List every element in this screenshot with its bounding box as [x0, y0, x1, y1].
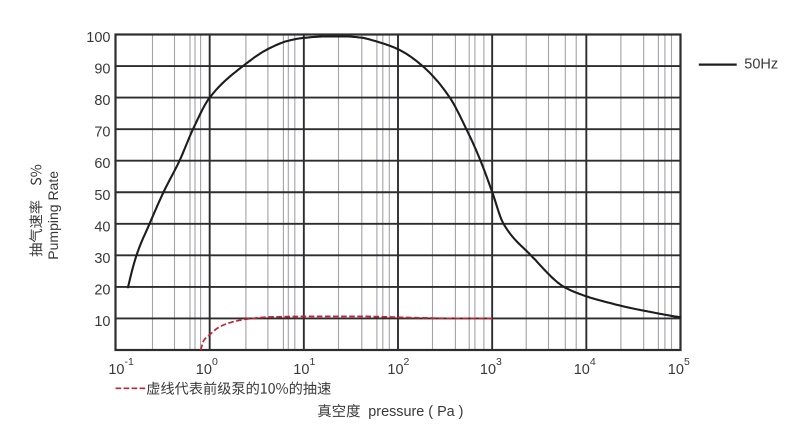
svg-text:80: 80 — [94, 93, 110, 109]
svg-text:60: 60 — [94, 156, 110, 172]
svg-text:90: 90 — [94, 62, 110, 78]
svg-text:50Hz: 50Hz — [744, 57, 778, 73]
svg-text:20: 20 — [94, 282, 110, 298]
svg-text:40: 40 — [94, 219, 110, 235]
svg-text:Pumping Rate: Pumping Rate — [45, 171, 61, 260]
svg-text:30: 30 — [94, 251, 110, 267]
svg-text:70: 70 — [94, 125, 110, 141]
svg-text:50: 50 — [94, 188, 110, 204]
svg-text:100: 100 — [86, 30, 110, 46]
svg-text:10: 10 — [94, 314, 110, 330]
svg-text:pressure ( Pa ): pressure ( Pa ) — [368, 404, 463, 420]
